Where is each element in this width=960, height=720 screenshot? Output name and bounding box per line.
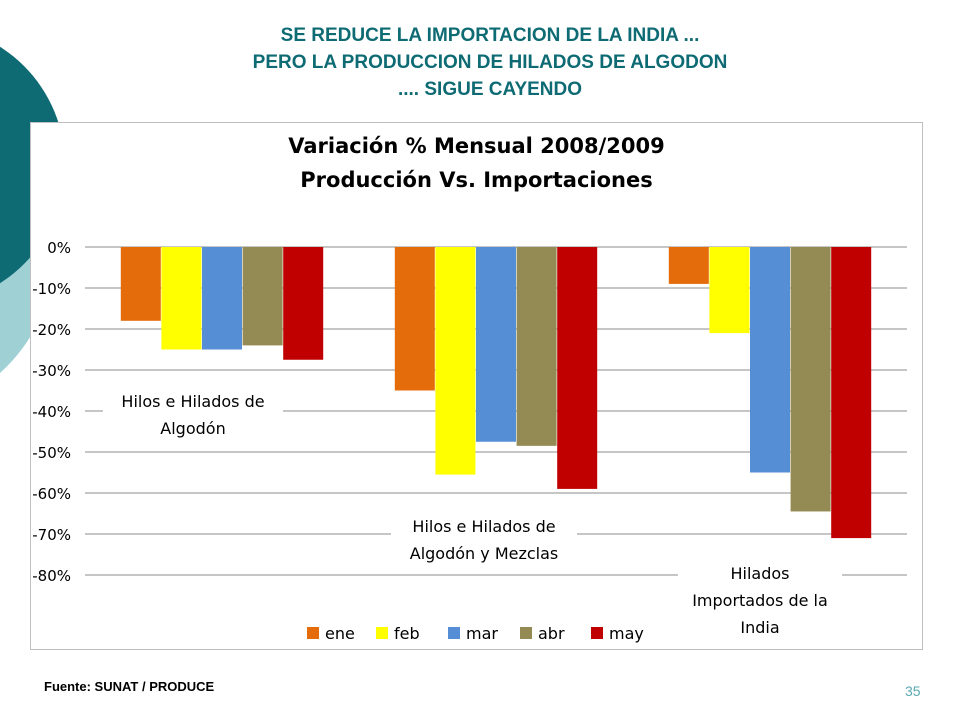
bar-feb [435, 247, 476, 475]
category-label: Hilados [730, 564, 789, 583]
category-label: India [740, 618, 779, 637]
category-label: Algodón [160, 419, 225, 438]
slide-title-line-1: SE REDUCE LA IMPORTACION DE LA INDIA ... [280, 25, 700, 46]
y-tick-label: -40% [32, 403, 71, 421]
bar-may [283, 247, 324, 360]
category-label: Algodón y Mezclas [410, 544, 559, 563]
chart-title-line-1: Variación % Mensual 2008/2009 [288, 134, 665, 158]
category-label: Importados de la [692, 591, 828, 610]
page-number: 35 [905, 683, 921, 699]
legend-label-feb: feb [394, 624, 420, 643]
bar-feb [161, 247, 202, 350]
chart-title: Variación % Mensual 2008/2009 Producción… [31, 129, 922, 197]
y-tick-label: -70% [32, 526, 71, 544]
y-tick-label: 0% [47, 239, 71, 257]
legend-label-abr: abr [538, 624, 565, 643]
category-label: Hilos e Hilados de [121, 392, 264, 411]
legend-label-may: may [609, 624, 644, 643]
source-note: Fuente: SUNAT / PRODUCE [44, 679, 215, 694]
y-tick-label: -30% [32, 362, 71, 380]
bar-mar [750, 247, 790, 473]
bar-feb [709, 247, 750, 334]
legend-swatch-feb [376, 627, 388, 639]
legend-label-mar: mar [466, 624, 498, 643]
legend-label-ene: ene [325, 624, 355, 643]
bar-abr [242, 247, 283, 346]
y-tick-label: -10% [32, 280, 71, 298]
bar-mar [202, 247, 242, 350]
legend-swatch-may [591, 627, 603, 639]
bar-chart: 0% -10% -20% -30% -40% -50% -60% -70% -80% Hilos … [32, 239, 907, 646]
bar-may [831, 247, 872, 539]
y-tick-label: -50% [32, 444, 71, 462]
bar-mar [476, 247, 516, 442]
bar-ene [668, 247, 709, 284]
legend-swatch-abr [520, 627, 532, 639]
category-label-box [678, 553, 842, 646]
chart-frame: Variación % Mensual 2008/2009 Producción… [30, 122, 923, 650]
slide-title-line-2: PERO LA PRODUCCION DE HILADOS DE ALGODON [252, 52, 728, 73]
legend-swatch-ene [307, 627, 319, 639]
bar-ene [120, 247, 161, 321]
bar-abr [516, 247, 557, 446]
legend-swatch-mar [448, 627, 460, 639]
y-tick-label: -20% [32, 321, 71, 339]
bar-abr [790, 247, 831, 512]
slide-title: SE REDUCE LA IMPORTACION DE LA INDIA ...… [90, 22, 890, 103]
bar-ene [394, 247, 435, 391]
bar-may [557, 247, 598, 489]
category-label-box [103, 381, 283, 447]
y-tick-label: -60% [32, 485, 71, 503]
chart-title-line-2: Producción Vs. Importaciones [300, 168, 653, 192]
y-tick-label: -80% [32, 567, 71, 585]
category-label-box [391, 506, 577, 572]
slide-title-line-3: .... SIGUE CAYENDO [397, 79, 583, 100]
category-label: Hilos e Hilados de [412, 517, 555, 536]
